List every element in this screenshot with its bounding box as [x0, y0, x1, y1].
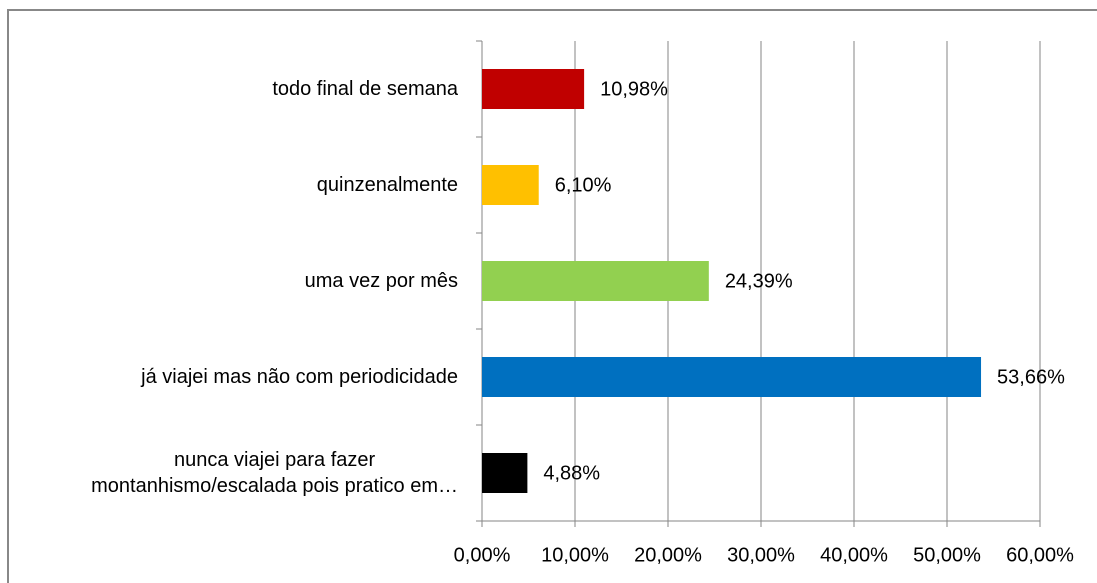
category-label-box: nunca viajei para fazer montanhismo/esca… — [91, 425, 458, 521]
x-tick-label: 60,00% — [1006, 544, 1074, 566]
frame — [7, 9, 1097, 583]
value-label: 6,10% — [555, 174, 612, 196]
x-tick-label: 50,00% — [913, 544, 981, 566]
value-label: 53,66% — [997, 366, 1065, 388]
x-tick-label: 30,00% — [727, 544, 795, 566]
category-label-box: quinzenalmente — [317, 137, 458, 233]
y-tick-label: todo final de semana — [272, 78, 458, 100]
y-tick-label: já viajei mas não com periodicidade — [141, 366, 458, 388]
bar — [482, 165, 539, 205]
bar — [482, 357, 982, 397]
value-label: 10,98% — [600, 78, 668, 100]
x-tick-label: 10,00% — [541, 544, 609, 566]
category-label-box: já viajei mas não com periodicidade — [141, 329, 458, 425]
value-label: 4,88% — [543, 462, 600, 484]
x-tick-label: 40,00% — [820, 544, 888, 566]
x-tick-label: 0,00% — [454, 544, 511, 566]
y-tick-label: quinzenalmente — [316, 174, 458, 196]
category-label-box: todo final de semana — [272, 41, 458, 137]
y-tick-label: uma vez por mês — [304, 270, 458, 292]
value-label: 24,39% — [725, 270, 793, 292]
y-tick-label: nunca viajei para fazer montanhismo/esca… — [91, 449, 458, 497]
x-tick-label: 20,00% — [634, 544, 702, 566]
category-label-box: uma vez por mês — [305, 233, 458, 329]
bar — [482, 69, 585, 109]
bar — [482, 261, 709, 301]
bar — [482, 453, 528, 493]
